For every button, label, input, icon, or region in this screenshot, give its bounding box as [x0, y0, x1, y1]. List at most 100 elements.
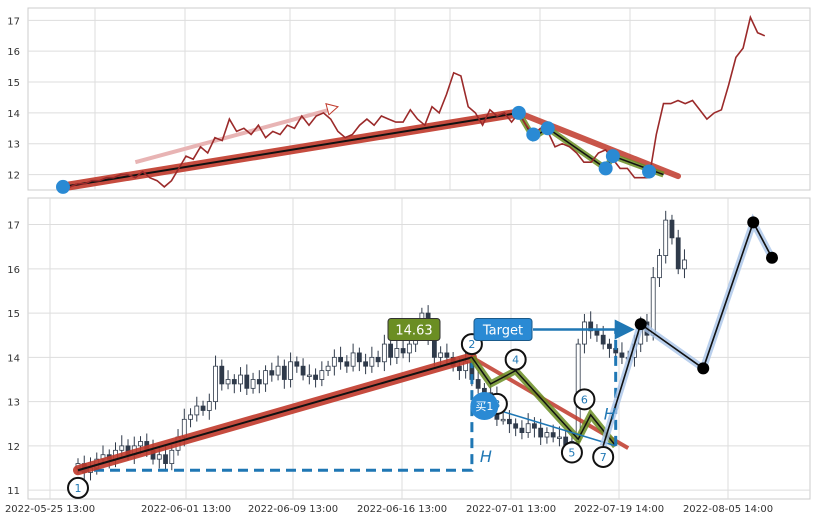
candle-body: [456, 365, 462, 372]
top-y-tick-labels: 12 13 14 15 16 17: [7, 16, 20, 181]
top-pivot-marker: [598, 161, 613, 176]
main-trend-line: [77, 356, 473, 472]
candle-body: [306, 374, 312, 377]
candle-body: [657, 255, 662, 279]
candle-body: [269, 370, 275, 376]
candle-body: [369, 356, 375, 367]
candle-body: [388, 343, 394, 358]
bottom-y-tick-label: 11: [7, 486, 20, 497]
dashed-breakout-height: [78, 357, 474, 472]
candle-body: [275, 365, 281, 376]
candle-body: [356, 352, 362, 363]
point-label-circle: [573, 388, 596, 411]
point-label-circle: [67, 476, 89, 499]
top-trend-arrow-head: [325, 103, 339, 116]
bottom-x-tick-label: 2022-07-19 14:00: [574, 504, 664, 515]
top-trend-arrow-shaft: [134, 107, 331, 165]
candle-body: [325, 365, 331, 372]
target-badge-box: [473, 317, 533, 341]
candle-body: [375, 356, 381, 363]
candle-body: [519, 427, 525, 434]
candle-body: [213, 365, 218, 403]
candle-body: [256, 379, 262, 385]
candle-body: [500, 418, 506, 422]
height-mark-left: H: [480, 447, 492, 466]
candle-body: [138, 441, 143, 447]
candle-body: [200, 405, 206, 411]
candle-body: [225, 379, 231, 385]
top-pivot-marker: [511, 105, 526, 120]
bottom-x-tick-label: 2022-07-01 13:00: [466, 504, 556, 515]
candle-body: [206, 401, 212, 411]
top-markers: [56, 105, 657, 194]
rally-pivot-marker: [697, 362, 710, 375]
price-badge-text: 14.63: [395, 323, 432, 338]
bottom-y-tick-label: 12: [7, 442, 20, 453]
candle-body: [250, 379, 256, 389]
candle-body: [431, 339, 437, 358]
candle-body: [263, 370, 268, 385]
point-label-circle: [504, 348, 527, 371]
candle-body: [400, 348, 406, 354]
bottom-y-tick-label: 15: [7, 309, 20, 320]
candle-body: [475, 379, 481, 389]
candle-body: [363, 361, 369, 367]
top-line-panel: 12 13 14 15 16 17: [7, 7, 811, 194]
candle-body: [532, 423, 537, 429]
rally-pivot-marker: [766, 251, 778, 264]
candle-body: [313, 374, 318, 380]
top-y-tick-label: 16: [7, 47, 20, 58]
bottom-y-tick-label: 16: [7, 265, 20, 276]
candle-body: [338, 356, 343, 363]
point-label-number: 2: [468, 338, 475, 351]
bottom-x-tick-label: 2022-05-25 13:00: [5, 504, 95, 515]
buy-marker-label: 买1: [475, 400, 493, 413]
candle-body: [350, 352, 356, 367]
bottom-x-tick-label: 2022-06-01 13:00: [141, 504, 231, 515]
candle-body: [582, 321, 587, 345]
point-label-number: 4: [512, 354, 519, 367]
top-pivot-marker: [642, 164, 657, 179]
bottom-x-tick-labels: 2022-05-25 13:00 2022-06-01 13:00 2022-06-…: [5, 504, 773, 515]
bottom-x-tick-label: 2022-06-09 13:00: [248, 504, 338, 515]
candle-body: [119, 445, 125, 451]
top-pivot-marker: [605, 149, 620, 164]
bottom-x-tick-label: 2022-06-16 13:00: [357, 504, 447, 515]
zigzag-line: [471, 356, 617, 447]
buy-connector-line: [484, 405, 616, 447]
bottom-y-tick-labels: 11 12 13 14 15 16 17: [7, 221, 20, 498]
top-plot-area: [27, 7, 811, 191]
candle-body: [288, 361, 293, 380]
candle-body: [238, 374, 243, 385]
candle-body: [294, 361, 300, 367]
height-mark-right: H: [604, 404, 616, 423]
candle-body: [219, 365, 225, 385]
top-grid: [28, 8, 810, 190]
candle-body: [344, 361, 350, 367]
candle-body: [244, 374, 250, 389]
top-y-tick-label: 14: [7, 109, 20, 120]
candle-body: [331, 356, 337, 367]
point-label-number: 7: [600, 451, 607, 464]
candle-body: [663, 219, 669, 256]
buy-marker-circle: [470, 392, 499, 421]
point-label-circle: [560, 441, 583, 464]
candle-body: [281, 365, 287, 380]
point-label-number: 6: [581, 393, 588, 406]
top-pivot-marker: [56, 179, 70, 194]
bottom-y-tick-label: 14: [7, 353, 20, 364]
candle-body: [394, 348, 400, 358]
rally-pivot-marker: [747, 216, 760, 229]
candle-body: [231, 379, 237, 385]
candle-body: [594, 330, 600, 336]
top-y-tick-label: 13: [7, 140, 20, 151]
candle-body: [319, 370, 325, 380]
candle-body: [669, 219, 675, 239]
rally-pivot-marker: [634, 318, 647, 331]
candle-body: [156, 454, 162, 460]
candle-body: [557, 436, 562, 439]
candle-body: [444, 352, 450, 358]
top-y-tick-label: 15: [7, 78, 20, 89]
